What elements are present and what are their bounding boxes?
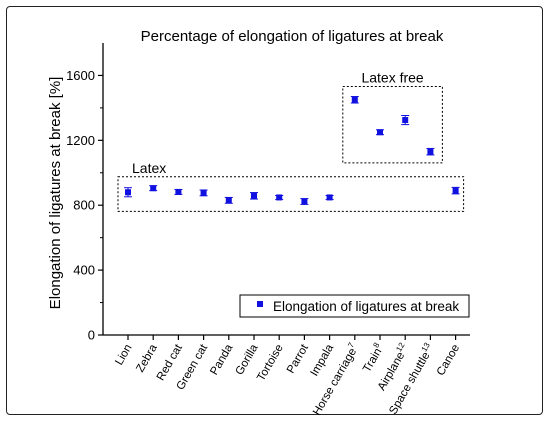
data-point [300,198,309,205]
x-tick-label: Horse carriage7 [308,341,361,418]
point-marker [251,192,257,199]
chart-title: Percentage of elongation of ligatures at… [141,28,444,45]
latex-free-annotation: Latex free [361,70,423,86]
point-marker [402,117,409,124]
latex-free-group-box [342,86,443,164]
point-marker [452,187,459,194]
point-marker [200,189,207,196]
latex-annotation: Latex [132,160,166,176]
point-marker [225,197,232,204]
x-tick-label: Lion [113,343,134,368]
point-marker [377,129,383,136]
x-tick-label: Gorilla [234,342,261,377]
data-point [124,187,132,198]
data-point [376,129,384,136]
latex-group-box [117,176,465,212]
data-point [426,147,435,156]
point-marker [301,198,308,205]
x-tick-label: Panda [208,342,235,377]
point-marker [276,194,283,201]
y-tick-label: 0 [88,328,95,343]
point-marker [125,189,131,196]
y-axis-label: Elongation of ligatures at break [%] [47,77,64,310]
data-point [325,194,334,201]
legend-box [239,294,470,318]
data-point [224,196,233,204]
data-point [174,188,183,195]
data-point [275,194,284,201]
data-point [149,185,158,192]
x-tick-label: Train8 [358,341,386,375]
data-point [451,186,460,195]
point-marker [351,96,358,103]
y-tick-label: 1200 [66,133,95,148]
data-point [250,192,258,200]
x-tick-label: Zebra [134,342,160,375]
data-point [199,189,208,197]
x-tick-label: Parrot [285,342,311,376]
data-point [350,96,359,104]
point-marker [150,185,157,192]
y-tick-label: 400 [73,263,95,278]
y-tick-label: 800 [73,198,95,213]
legend-marker [257,301,263,307]
legend-label: Elongation of ligatures at break [273,299,459,314]
point-marker [326,194,333,201]
chart-frame [6,6,543,415]
data-point [401,115,410,126]
x-tick-label: Canoe [435,343,462,378]
point-marker [427,148,434,155]
point-marker [175,188,182,195]
y-tick-label: 1600 [66,68,95,83]
